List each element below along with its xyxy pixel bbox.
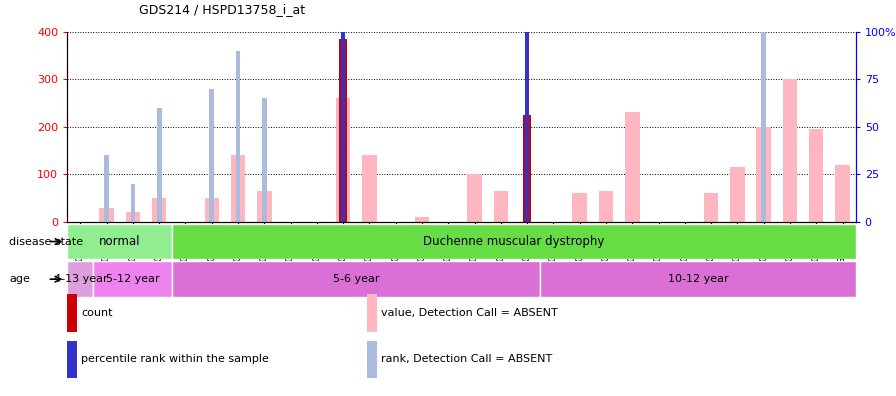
Bar <box>67 224 172 259</box>
Bar <box>415 217 429 222</box>
Bar <box>67 341 77 378</box>
Bar <box>809 129 823 222</box>
Bar <box>67 261 93 297</box>
Bar <box>783 79 797 222</box>
Bar <box>762 0 766 222</box>
Text: age: age <box>9 274 30 284</box>
Bar <box>341 0 345 222</box>
Text: GDS214 / HSPD13758_i_at: GDS214 / HSPD13758_i_at <box>139 3 305 16</box>
Bar <box>366 294 377 331</box>
Text: 10-12 year: 10-12 year <box>668 274 728 284</box>
Bar <box>231 155 246 222</box>
Text: normal: normal <box>99 235 141 248</box>
Bar <box>494 191 508 222</box>
Text: Duchenne muscular dystrophy: Duchenne muscular dystrophy <box>423 235 605 248</box>
Text: 5-12 year: 5-12 year <box>106 274 159 284</box>
Text: rank, Detection Call = ABSENT: rank, Detection Call = ABSENT <box>381 354 552 364</box>
Bar <box>104 155 109 222</box>
Bar <box>257 191 271 222</box>
Bar <box>157 108 161 222</box>
Text: value, Detection Call = ABSENT: value, Detection Call = ABSENT <box>381 308 558 318</box>
Text: 4-13 year: 4-13 year <box>54 274 108 284</box>
Bar <box>125 212 140 222</box>
Bar <box>525 0 529 222</box>
Text: 5-6 year: 5-6 year <box>333 274 380 284</box>
Bar <box>540 261 856 297</box>
Bar <box>756 127 771 222</box>
Bar <box>172 224 856 259</box>
Bar <box>336 98 350 222</box>
Bar <box>67 294 77 331</box>
Bar <box>599 191 613 222</box>
Bar <box>204 198 219 222</box>
Bar <box>262 98 267 222</box>
Bar <box>340 39 347 222</box>
Bar <box>366 341 377 378</box>
Bar <box>99 208 114 222</box>
Text: count: count <box>82 308 113 318</box>
Bar <box>172 261 540 297</box>
Bar <box>704 193 719 222</box>
Bar <box>573 193 587 222</box>
Bar <box>93 261 172 297</box>
Bar <box>131 184 135 222</box>
Bar <box>236 51 240 222</box>
Bar <box>152 198 167 222</box>
Bar <box>362 155 376 222</box>
Bar <box>835 165 849 222</box>
Bar <box>523 115 530 222</box>
Bar <box>468 174 482 222</box>
Bar <box>625 112 640 222</box>
Text: disease state: disease state <box>9 236 83 247</box>
Bar <box>730 167 745 222</box>
Bar <box>210 89 214 222</box>
Text: percentile rank within the sample: percentile rank within the sample <box>82 354 270 364</box>
